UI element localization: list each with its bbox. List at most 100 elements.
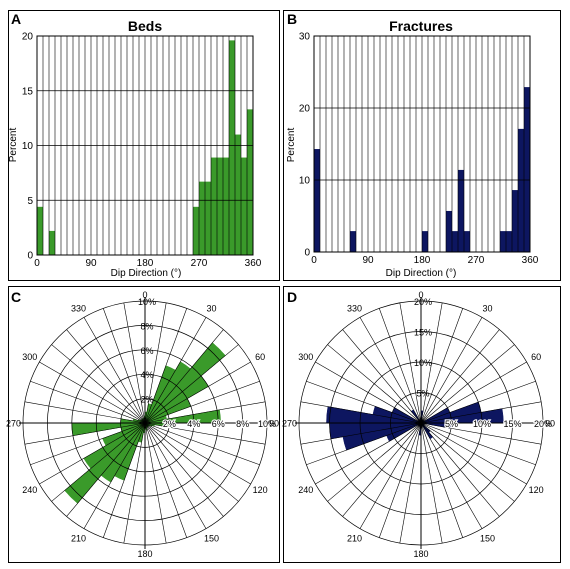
- beds-spoke-230: [51, 422, 146, 502]
- beds-spoke-220: [66, 422, 146, 517]
- panel-a-frame: [8, 10, 280, 281]
- fractures-angle-label-90: 90: [545, 419, 555, 429]
- beds-bar-340: [241, 157, 247, 255]
- beds-bar-320: [229, 40, 235, 255]
- beds-y-tick-10: 10: [22, 141, 34, 152]
- fractures-y-tick-20: 20: [299, 104, 311, 115]
- fractures-spoke-260: [300, 422, 422, 445]
- fractures-spoke-280: [300, 401, 422, 424]
- beds-radial-label-e-10%: 10%: [258, 419, 276, 429]
- beds-radial-label-e-8%: 8%: [236, 419, 249, 429]
- fractures-spoke-290: [306, 380, 422, 424]
- beds-radial-label-n-4%: 4%: [140, 370, 153, 380]
- beds-radial-label-n-2%: 2%: [140, 395, 153, 405]
- beds-spoke-10: [144, 302, 167, 424]
- beds-angle-label-180: 180: [137, 549, 152, 559]
- beds-radial-label-e-6%: 6%: [212, 419, 225, 429]
- rose-diagram-beds: 2%2%4%4%6%6%8%8%10%10%030609012015018021…: [6, 290, 279, 559]
- beds-x-tick-180: 180: [137, 258, 154, 269]
- beds-spoke-50: [144, 344, 239, 424]
- beds-spoke-130: [144, 422, 239, 502]
- fractures-angle-label-30: 30: [482, 303, 492, 313]
- fractures-spoke-160: [420, 422, 464, 538]
- fractures-angle-label-330: 330: [347, 303, 362, 313]
- fractures-bar-330: [512, 190, 518, 252]
- fractures-radial-label-n-15%: 15%: [414, 328, 432, 338]
- fractures-bar-0: [314, 149, 320, 252]
- fractures-angle-label-60: 60: [531, 352, 541, 362]
- beds-bar-280: [205, 181, 211, 255]
- fractures-radial-label-e-5%: 5%: [445, 419, 458, 429]
- beds-bar-260: [193, 206, 199, 255]
- y-axis-label-b: Percent: [286, 128, 297, 163]
- x-axis-label-a: Dip Direction (°): [111, 268, 182, 279]
- fractures-plot-frame: [313, 35, 531, 253]
- fractures-angle-label-300: 300: [298, 352, 313, 362]
- beds-bar-300: [217, 157, 223, 255]
- beds-spoke-70: [144, 380, 260, 424]
- fractures-angle-label-210: 210: [347, 534, 362, 544]
- beds-angle-label-60: 60: [255, 352, 265, 362]
- beds-bar-0: [37, 206, 43, 255]
- beds-angle-label-0: 0: [142, 290, 147, 300]
- fractures-spoke-40: [420, 329, 500, 424]
- beds-spoke-320: [66, 329, 146, 424]
- beds-spoke-170: [144, 422, 167, 544]
- beds-spoke-280: [24, 401, 146, 424]
- panel-c-frame: [8, 286, 280, 563]
- beds-angle-label-270: 270: [6, 419, 21, 429]
- beds-x-tick-90: 90: [85, 258, 97, 269]
- beds-spoke-310: [51, 344, 146, 424]
- fractures-spoke-170: [420, 422, 443, 544]
- beds-y-tick-15: 15: [22, 86, 34, 97]
- fractures-spoke-350: [399, 302, 422, 424]
- chart-title-fractures: Fractures: [389, 18, 453, 34]
- beds-x-tick-360: 360: [245, 258, 262, 269]
- fractures-radial-label-e-15%: 15%: [503, 419, 521, 429]
- fractures-spoke-190: [399, 422, 422, 544]
- beds-spoke-140: [144, 422, 224, 517]
- beds-spoke-120: [144, 422, 251, 485]
- fractures-angle-label-240: 240: [298, 485, 313, 495]
- chart-title-beds: Beds: [128, 18, 162, 34]
- panel-label-d: D: [287, 289, 297, 305]
- fractures-radial-label-n-10%: 10%: [414, 358, 432, 368]
- fractures-bar-250: [464, 231, 470, 252]
- beds-x-tick-270: 270: [191, 258, 208, 269]
- fractures-spoke-110: [420, 422, 536, 466]
- beds-bar-20: [49, 230, 55, 255]
- panel-label-b: B: [287, 11, 297, 27]
- fractures-bar-320: [506, 231, 512, 252]
- beds-radial-label-n-6%: 6%: [140, 346, 153, 356]
- fractures-radial-label-n-20%: 20%: [414, 297, 432, 307]
- fractures-spoke-130: [420, 422, 515, 502]
- fractures-angle-label-0: 0: [418, 290, 423, 300]
- fractures-spoke-70: [420, 380, 536, 424]
- beds-bar-270: [199, 181, 205, 255]
- fractures-x-tick-0: 0: [311, 255, 317, 266]
- fractures-spoke-150: [420, 422, 483, 529]
- fractures-spoke-250: [306, 422, 422, 466]
- beds-spoke-150: [144, 422, 207, 529]
- fractures-spoke-80: [420, 401, 542, 424]
- panel-d-frame: [283, 286, 561, 563]
- beds-angle-label-240: 240: [22, 485, 37, 495]
- beds-bar-350: [247, 109, 253, 256]
- fractures-spoke-140: [420, 422, 500, 517]
- beds-radial-label-n-8%: 8%: [140, 321, 153, 331]
- fractures-spoke-220: [342, 422, 422, 517]
- fractures-angle-label-150: 150: [480, 534, 495, 544]
- fractures-bar-240: [458, 169, 464, 252]
- fractures-angle-label-270: 270: [282, 419, 297, 429]
- beds-spoke-300: [39, 361, 146, 424]
- fractures-spoke-320: [342, 329, 422, 424]
- beds-radial-label-e-4%: 4%: [187, 419, 200, 429]
- fractures-bar-310: [500, 231, 506, 252]
- beds-spoke-30: [144, 317, 207, 424]
- fractures-x-tick-360: 360: [522, 255, 539, 266]
- beds-spoke-260: [24, 422, 146, 445]
- beds-angle-label-210: 210: [71, 534, 86, 544]
- fractures-spoke-20: [420, 308, 464, 424]
- beds-spoke-100: [144, 422, 266, 445]
